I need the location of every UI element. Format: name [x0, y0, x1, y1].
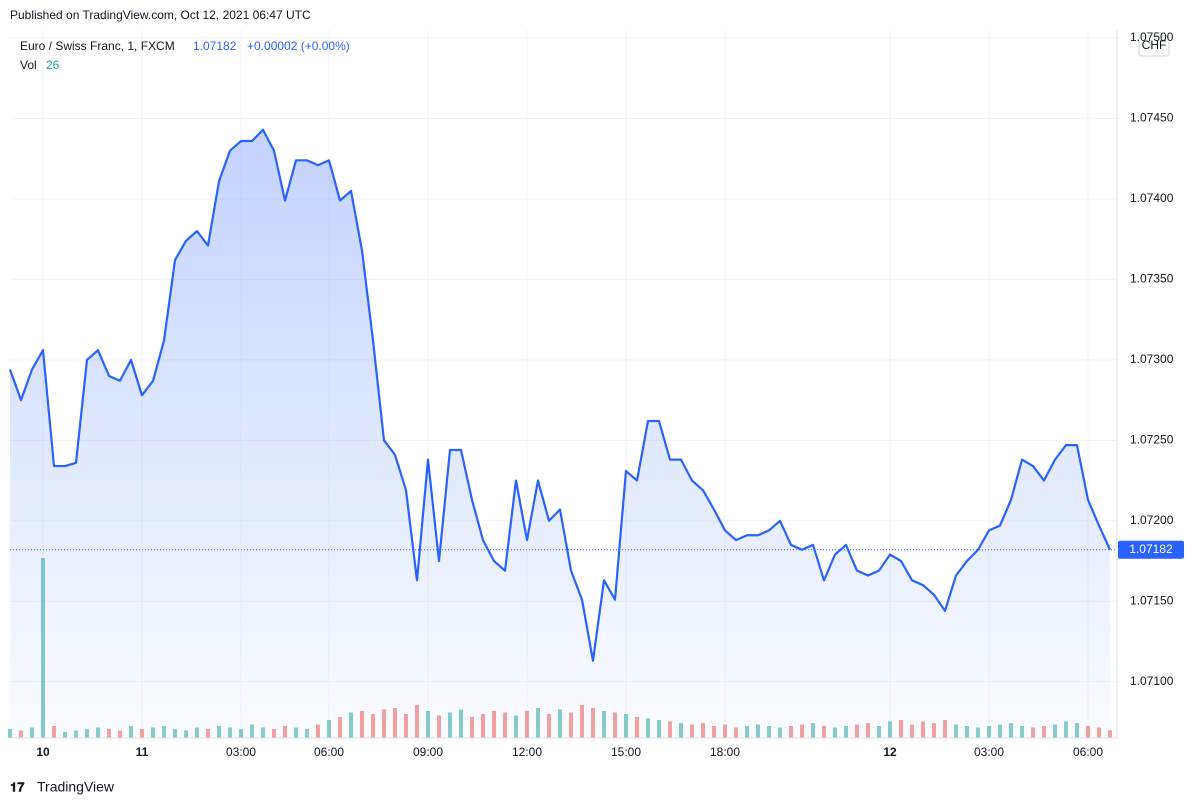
last-price-tag-label: 1.07182 [1129, 542, 1173, 556]
x-tick-label: 18:00 [710, 745, 740, 759]
volume-label: Vol [20, 58, 37, 72]
volume-last: 26 [46, 58, 60, 72]
brand: TradingView [37, 779, 115, 795]
x-tick-label: 10 [36, 745, 50, 759]
x-tick-label: 11 [136, 745, 149, 759]
y-tick-label: 1.07100 [1130, 674, 1174, 688]
y-tick-label: 1.07250 [1130, 432, 1174, 446]
logo-mark: 𝟏𝟕 [10, 779, 25, 794]
x-tick-label: 15:00 [611, 745, 641, 759]
y-tick-label: 1.07500 [1130, 30, 1174, 44]
price-line [8, 128, 1112, 662]
x-tick-label: 06:00 [1073, 745, 1103, 759]
last-price-tag [1118, 540, 1184, 559]
x-tick-label: 03:00 [974, 745, 1004, 759]
brand-logo: 𝟏𝟕 [10, 779, 25, 794]
x-tick-label: 06:00 [314, 745, 344, 759]
plot [8, 128, 1117, 738]
x-tick-label: 03:00 [226, 745, 256, 759]
x-tick-label: 12:00 [512, 745, 542, 759]
x-tick-label: 12 [883, 745, 897, 759]
symbol: Euro / Swiss Franc, 1, FXCM [20, 39, 175, 53]
published: Published on TradingView.com, Oct 12, 20… [10, 8, 311, 22]
y-tick-label: 1.07350 [1130, 272, 1174, 286]
x-tick-label: 09:00 [413, 745, 443, 759]
price-change: +0.00002 (+0.00%) [247, 39, 350, 53]
y-tick-label: 1.07150 [1130, 593, 1174, 607]
area [10, 129, 1110, 738]
y-tick-label: 1.07300 [1130, 352, 1174, 366]
currency: CHF [1142, 38, 1167, 52]
currency-box [1138, 35, 1170, 57]
y-tick-label: 1.07450 [1130, 111, 1174, 125]
y-tick-label: 1.07200 [1130, 513, 1174, 527]
last-price: 1.07182 [193, 39, 237, 53]
y-tick-label: 1.07400 [1130, 191, 1174, 205]
